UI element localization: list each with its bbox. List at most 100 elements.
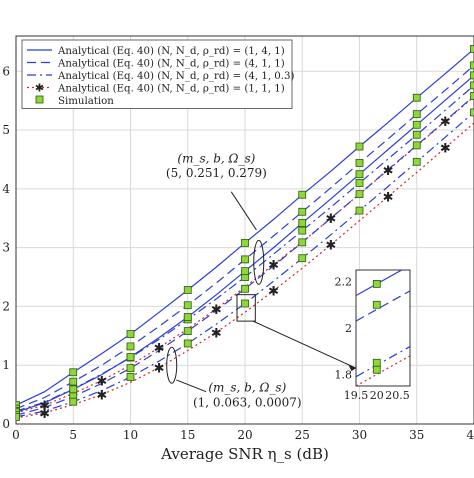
inset-marker — [373, 301, 380, 308]
simulation-marker — [299, 191, 306, 198]
simulation-marker — [184, 340, 191, 347]
simulation-marker — [70, 378, 77, 385]
simulation-marker — [70, 369, 77, 376]
legend: Analytical (Eq. 40) (N, N_d, ρ_rd) = (1,… — [22, 40, 294, 109]
x-tick-label: 40 — [466, 428, 474, 442]
legend-label: Analytical (Eq. 40) (N, N_d, ρ_rd) = (4,… — [57, 58, 285, 70]
simulation-marker — [127, 343, 134, 350]
legend-star: ✱ — [35, 82, 44, 95]
simulation-marker — [127, 353, 134, 360]
simulation-marker — [356, 159, 363, 166]
inset-marker — [373, 366, 380, 373]
simulation-marker — [242, 256, 249, 263]
annotation-label: (m_s, b, Ω_s) — [177, 151, 255, 165]
simulation-marker — [471, 82, 474, 89]
simulation-marker — [413, 111, 420, 118]
y-tick-label: 1 — [2, 358, 10, 372]
star-marker: ✱ — [440, 115, 451, 130]
x-tick-label: 25 — [295, 428, 310, 442]
star-marker: ✱ — [96, 374, 107, 389]
x-tick-label: 15 — [180, 428, 195, 442]
star-marker: ✱ — [325, 239, 336, 254]
simulation-marker — [242, 300, 249, 307]
x-tick-label: 35 — [409, 428, 424, 442]
simulation-marker — [184, 302, 191, 309]
star-marker: ✱ — [268, 259, 279, 274]
simulation-marker — [184, 314, 191, 321]
legend-label: Analytical (Eq. 40) (N, N_d, ρ_rd) = (1,… — [57, 83, 285, 95]
y-tick-label: 5 — [2, 123, 10, 137]
inset-y-tick-label: 2.2 — [335, 276, 353, 289]
simulation-marker — [413, 121, 420, 128]
y-tick-label: 4 — [2, 182, 10, 196]
y-tick-label: 3 — [2, 241, 10, 255]
y-tick-label: 2 — [2, 299, 10, 313]
x-tick-label: 20 — [237, 428, 252, 442]
x-tick-label: 5 — [69, 428, 77, 442]
simulation-marker — [356, 179, 363, 186]
simulation-marker — [471, 45, 474, 52]
inset-x-tick-label: 20 — [370, 389, 384, 402]
inset-x-tick-label: 20.5 — [385, 389, 410, 402]
star-marker: ✱ — [96, 389, 107, 404]
simulation-marker — [299, 239, 306, 246]
inset-x-tick-label: 19.5 — [344, 389, 369, 402]
star-marker: ✱ — [383, 164, 394, 179]
simulation-marker — [471, 72, 474, 79]
simulation-marker — [299, 227, 306, 234]
simulation-marker — [413, 142, 420, 149]
inset-y-tick-label: 2 — [345, 322, 352, 335]
simulation-marker — [127, 373, 134, 380]
legend-label: Analytical (Eq. 40) (N, N_d, ρ_rd) = (4,… — [57, 70, 294, 82]
star-marker: ✱ — [268, 285, 279, 300]
star-marker: ✱ — [211, 303, 222, 318]
annotation-pointer — [176, 380, 206, 392]
simulation-marker — [127, 331, 134, 338]
annotation-label: (m_s, b, Ω_s) — [208, 381, 286, 395]
x-tick-label: 30 — [352, 428, 367, 442]
x-tick-label: 10 — [123, 428, 138, 442]
simulation-marker — [127, 365, 134, 372]
simulation-marker — [242, 285, 249, 292]
simulation-marker — [242, 239, 249, 246]
simulation-marker — [242, 268, 249, 275]
star-marker: ✱ — [211, 326, 222, 341]
simulation-marker — [184, 286, 191, 293]
simulation-marker — [471, 109, 474, 116]
simulation-marker — [356, 207, 363, 214]
inset-marker — [373, 359, 380, 366]
inset-box — [356, 270, 410, 386]
inset-marker — [373, 280, 380, 287]
simulation-marker — [13, 413, 20, 420]
simulation-marker — [413, 131, 420, 138]
star-marker: ✱ — [39, 407, 50, 422]
simulation-marker — [471, 92, 474, 99]
simulation-marker — [356, 143, 363, 150]
annotation-value: (5, 0.251, 0.279) — [166, 166, 267, 180]
simulation-marker — [70, 398, 77, 405]
simulation-marker — [356, 191, 363, 198]
annotation-value: (1, 0.063, 0.0007) — [193, 395, 302, 409]
simulation-marker — [299, 208, 306, 215]
simulation-marker — [413, 158, 420, 165]
star-marker: ✱ — [154, 362, 165, 377]
star-marker: ✱ — [154, 342, 165, 357]
star-marker: ✱ — [383, 190, 394, 205]
simulation-marker — [184, 328, 191, 335]
simulation-marker — [299, 219, 306, 226]
x-tick-label: 0 — [12, 428, 20, 442]
zoom-pointer — [253, 321, 356, 368]
y-tick-label: 0 — [2, 417, 10, 431]
simulation-marker — [356, 171, 363, 178]
simulation-marker — [299, 255, 306, 262]
legend-swatch-marker — [36, 96, 43, 103]
y-tick-label: 6 — [2, 64, 10, 78]
simulation-marker — [413, 94, 420, 101]
simulation-marker — [70, 386, 77, 393]
inset-y-tick-label: 1.8 — [335, 368, 353, 381]
simulation-marker — [471, 62, 474, 69]
legend-label: Simulation — [58, 96, 114, 107]
